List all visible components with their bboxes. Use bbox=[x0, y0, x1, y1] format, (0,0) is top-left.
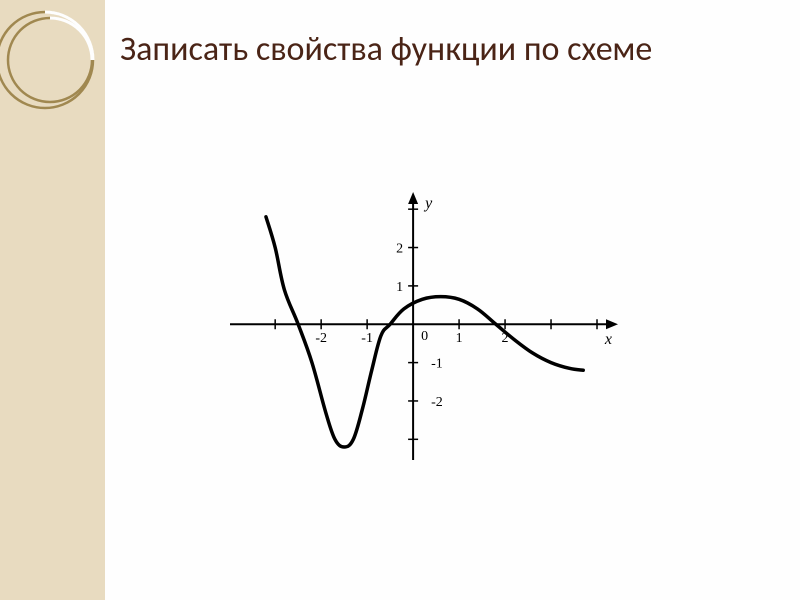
y-tick-label: 1 bbox=[396, 280, 403, 295]
sidebar-bg bbox=[0, 0, 105, 600]
x-tick-label: -1 bbox=[361, 331, 373, 346]
x-axis-arrow bbox=[606, 319, 618, 329]
origin-label: 0 bbox=[421, 329, 428, 344]
y-tick-label: 2 bbox=[396, 242, 403, 257]
y-axis-arrow bbox=[408, 192, 418, 204]
slide-title: Записать свойства функции по схеме bbox=[120, 30, 652, 71]
y-axis-label: y bbox=[423, 195, 433, 212]
y-tick-label: -1 bbox=[431, 357, 443, 372]
slide-decoration bbox=[0, 0, 105, 600]
x-axis-label: x bbox=[604, 331, 612, 348]
function-graph: -2-112-2-1120xy bbox=[220, 190, 620, 470]
chart-svg: -2-112-2-1120xy bbox=[220, 190, 620, 470]
title-text: Записать свойства функции по схеме bbox=[120, 29, 652, 70]
x-tick-label: -2 bbox=[315, 331, 327, 346]
y-tick-label: -2 bbox=[431, 395, 443, 410]
x-tick-label: 1 bbox=[456, 331, 463, 346]
